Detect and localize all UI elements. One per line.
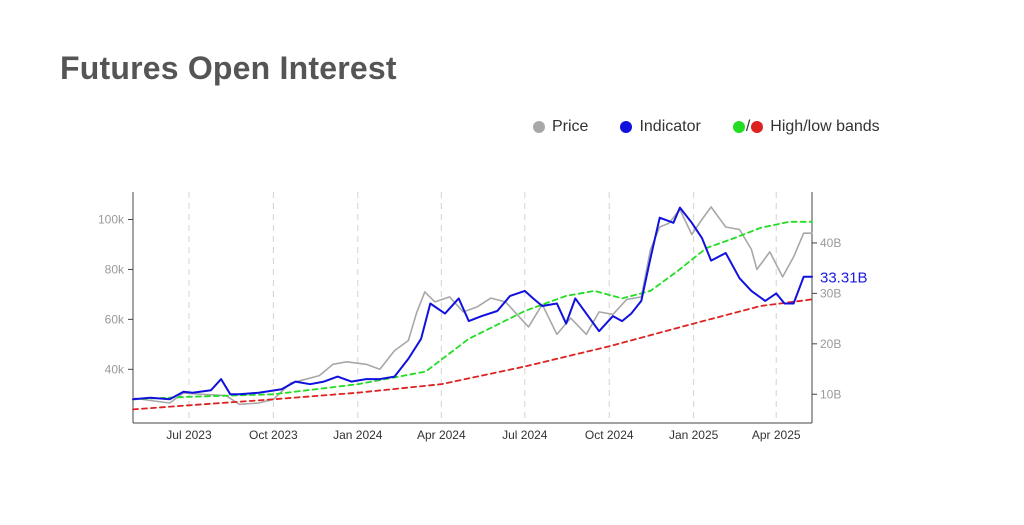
right-tick-label: 10B (820, 387, 841, 401)
legend-item-bands[interactable]: / High/low bands (732, 118, 880, 136)
page-title: Futures Open Interest (60, 50, 397, 86)
low-band-dot-icon (751, 121, 764, 133)
high-band-line (132, 220, 813, 401)
price-dot-icon (533, 121, 545, 133)
legend-indicator-label: Indicator (639, 118, 701, 135)
right-tick-label: 20B (820, 337, 841, 351)
x-tick-label: Jan 2025 (669, 428, 719, 442)
x-tick-label: Jul 2024 (502, 428, 548, 442)
chart-legend: Price Indicator / High/low bands (533, 118, 912, 136)
chart-axes (128, 192, 817, 424)
legend-item-indicator[interactable]: Indicator (620, 118, 701, 136)
right-tick-label: 30B (820, 286, 841, 300)
x-tick-label: Apr 2024 (417, 428, 466, 442)
indicator-line (132, 206, 813, 401)
x-tick-label: Jul 2023 (166, 428, 212, 442)
x-tick-label: Apr 2025 (752, 428, 801, 442)
chart-tick-labels: Jul 2023 Oct 2023 Jan 2024 Apr 2024 Jul 2024… (98, 212, 868, 442)
low-band-line (132, 298, 813, 411)
price-line (132, 206, 813, 406)
x-tick-label: Oct 2023 (249, 428, 298, 442)
high-band-dot-icon (732, 121, 745, 133)
left-tick-label: 60k (105, 312, 125, 326)
legend-price-label: Price (552, 118, 589, 135)
x-tick-label: Jan 2024 (333, 428, 383, 442)
legend-item-price[interactable]: Price (533, 118, 588, 136)
x-tick-label: Oct 2024 (585, 428, 634, 442)
indicator-last-value-label: 33.31B (820, 270, 868, 287)
chart-series (132, 206, 813, 411)
left-tick-label: 100k (98, 212, 125, 226)
right-tick-label: 40B (820, 236, 841, 250)
left-tick-label: 80k (105, 262, 125, 276)
legend-bands-label: High/low bands (770, 118, 880, 135)
indicator-dot-icon (620, 121, 633, 133)
left-tick-label: 40k (105, 362, 125, 376)
legend-bands-separator: / (745, 118, 751, 135)
